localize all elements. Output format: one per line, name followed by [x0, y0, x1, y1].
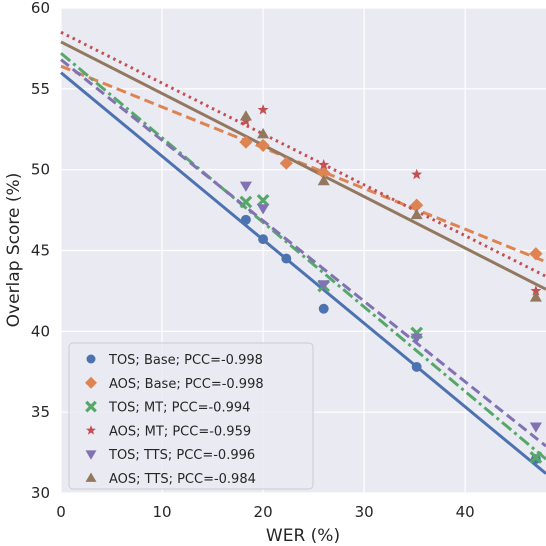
fit-lines — [60, 30, 546, 475]
fit-line — [60, 58, 546, 448]
data-point — [257, 204, 270, 215]
y-tick-label: 35 — [31, 403, 50, 421]
x-tick-label: 30 — [355, 503, 374, 521]
legend-marker — [85, 472, 97, 482]
data-point — [318, 303, 329, 314]
x-tick-label: 20 — [254, 503, 273, 521]
data-point — [317, 174, 330, 186]
data-point — [410, 333, 423, 344]
data-point — [318, 159, 330, 170]
grid — [60, 7, 546, 494]
data-point — [281, 253, 292, 264]
data-point — [317, 280, 330, 291]
y-tick-label: 50 — [31, 161, 50, 179]
fit-line — [60, 71, 546, 475]
data-point — [529, 451, 543, 464]
legend-marker — [86, 425, 96, 435]
y-tick-label: 60 — [31, 0, 50, 17]
fit-line — [60, 40, 546, 291]
x-tick-label: 10 — [152, 503, 171, 521]
legend: TOS; Base; PCC=-0.998 AOS; Base; PCC=-0.9… — [68, 342, 314, 490]
legend-entry: TOS; TTS; PCC=-0.996 — [108, 448, 255, 463]
data-point — [410, 198, 424, 212]
legend-marker — [85, 450, 97, 460]
data-point — [529, 291, 542, 302]
data-point — [279, 156, 293, 170]
legend-marker — [85, 376, 97, 389]
data-point — [256, 138, 270, 153]
legend-entry: TOS; Base; PCC=-0.998 — [108, 353, 263, 368]
data-point — [410, 208, 423, 220]
data-points — [239, 104, 543, 464]
data-point — [258, 234, 269, 245]
data-point — [530, 285, 542, 296]
y-axis-label: Overlap Score (%) — [4, 173, 24, 328]
data-point — [257, 104, 269, 115]
fit-line — [60, 52, 546, 461]
x-axis-label: WER (%) — [266, 526, 340, 546]
data-point — [239, 135, 253, 149]
data-point — [257, 128, 270, 139]
y-tick-label: 45 — [31, 242, 50, 260]
legend-marker — [85, 400, 97, 413]
legend-entry: AOS; MT; PCC=-0.959 — [109, 424, 251, 439]
data-point — [256, 194, 270, 207]
data-point — [240, 214, 251, 225]
y-tick-label: 30 — [31, 484, 50, 502]
data-point — [529, 422, 542, 433]
data-point — [239, 195, 253, 209]
data-point — [239, 110, 252, 121]
legend-entry: AOS; TTS; PCC=-0.984 — [109, 472, 256, 487]
legend-entry: TOS; MT; PCC=-0.994 — [108, 401, 250, 416]
data-point — [240, 115, 252, 126]
x-tick-label: 0 — [56, 503, 66, 521]
x-tick-label: 40 — [456, 503, 475, 521]
y-tick-label: 55 — [31, 80, 50, 98]
legend-marker — [86, 354, 96, 364]
data-point — [411, 168, 423, 180]
y-tick-label: 40 — [31, 322, 50, 340]
y-tick-labels: 30 35 40 45 50 55 60 — [31, 0, 50, 502]
data-point — [239, 181, 252, 192]
data-point — [529, 247, 543, 261]
data-point — [317, 166, 331, 180]
data-point — [411, 361, 422, 372]
legend-box — [68, 342, 314, 490]
legend-entry: AOS; Base; PCC=-0.998 — [109, 377, 264, 392]
x-tick-labels: 0 10 20 30 40 — [56, 503, 474, 521]
